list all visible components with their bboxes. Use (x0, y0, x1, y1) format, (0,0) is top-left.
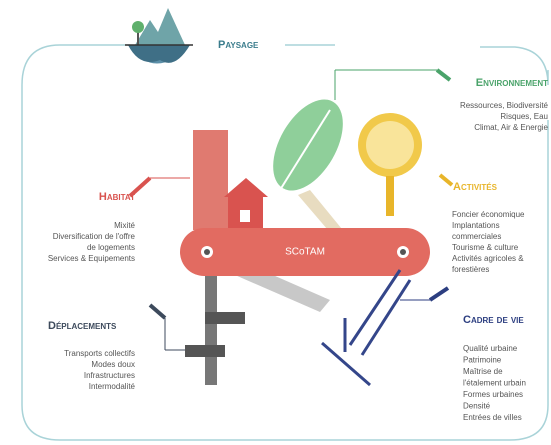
section-item: Mixité (114, 221, 135, 230)
section-item: Patrimoine (463, 356, 502, 365)
section-title: Déplacements (48, 320, 117, 332)
section-title: Activités (453, 181, 498, 193)
section-item: Diversification de l'offre (53, 232, 136, 241)
section-item: Intermodalité (89, 382, 136, 391)
section-title: Environnement (476, 77, 548, 89)
section-item: Services & Equipements (48, 254, 135, 263)
section-title: Cadre de vie (463, 314, 524, 326)
section-item: commerciales (452, 232, 501, 241)
section-item: Ressources, Biodiversité (460, 101, 549, 110)
section-item: Foncier économique (452, 210, 525, 219)
section-item: Risques, Eau (500, 112, 548, 121)
section-item: forestières (452, 265, 489, 274)
section-title: Paysage (218, 39, 259, 51)
section-item: Entrées de villes (463, 413, 522, 422)
section-item: l'étalement urbain (463, 379, 526, 388)
section-item: Activités agricoles & (452, 254, 524, 263)
section-title: Habitat (99, 191, 135, 203)
illustration (130, 70, 452, 385)
section-item: de logements (87, 243, 135, 252)
section-item: Tourisme & culture (452, 243, 519, 252)
section-item: Qualité urbaine (463, 344, 518, 353)
center-label: SCoTAM (285, 247, 325, 258)
section-item: Formes urbaines (463, 390, 523, 399)
section-item: Implantations (452, 221, 500, 230)
section-item: Infrastructures (84, 371, 135, 380)
section-item: Maîtrise de (463, 367, 503, 376)
globe-icon (125, 8, 193, 64)
section-item: Modes doux (91, 360, 135, 369)
section-item: Climat, Air & Energie (474, 123, 548, 132)
section-item: Transports collectifs (64, 349, 135, 358)
diagram: SCoTAM Paysage Environnement Ressources, B… (0, 0, 551, 445)
section-item: Densité (463, 402, 491, 411)
